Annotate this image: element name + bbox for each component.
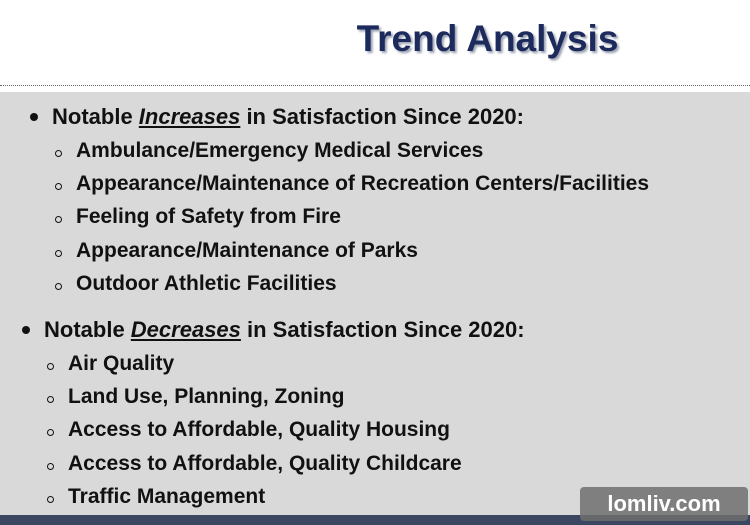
- list-item: Access to Affordable, Quality Housing: [68, 418, 450, 442]
- slide-title: Trend Analysis: [356, 18, 619, 59]
- sub-bullet: [47, 396, 54, 404]
- heading-text: in Satisfaction Since 2020:: [240, 317, 525, 342]
- sub-bullet: [47, 429, 54, 437]
- section-heading: Notable Decreases in Satisfaction Since …: [44, 317, 525, 343]
- sub-bullet: [55, 216, 62, 224]
- list-item: Air Quality: [68, 352, 175, 375]
- sub-bullet: [55, 249, 62, 257]
- heading-emphasis: Increases: [138, 104, 241, 129]
- sub-bullet: [55, 183, 62, 191]
- sub-bullet: [55, 282, 62, 290]
- list-item: Ambulance/Emergency Medical Services: [76, 139, 484, 162]
- sub-bullet: [47, 495, 54, 503]
- content-panel: [0, 92, 750, 515]
- heading-text: Notable: [52, 104, 139, 129]
- heading-text: Notable: [44, 317, 131, 342]
- list-item: Traffic Management: [68, 484, 266, 508]
- list-item: Access to Affordable, Quality Childcare: [68, 451, 462, 475]
- section-heading: Notable Increases in Satisfaction Since …: [52, 104, 524, 130]
- watermark: lomliv.com: [580, 487, 748, 521]
- bullet: [30, 113, 38, 121]
- sub-bullet: [55, 150, 62, 157]
- heading-text: in Satisfaction Since 2020:: [240, 104, 524, 129]
- list-item: Feeling of Safety from Fire: [76, 205, 341, 229]
- list-item: Outdoor Athletic Facilities: [76, 271, 337, 295]
- sub-bullet: [47, 462, 54, 470]
- list-item: Appearance/Maintenance of Recreation Cen…: [76, 172, 650, 196]
- footer-bar: [0, 515, 750, 525]
- heading-emphasis: Decreases: [130, 317, 241, 342]
- divider: [0, 85, 750, 86]
- bullet: [22, 326, 30, 334]
- list-item: Land Use, Planning, Zoning: [68, 385, 345, 409]
- list-item: Appearance/Maintenance of Parks: [76, 238, 418, 262]
- sub-bullet: [47, 363, 54, 370]
